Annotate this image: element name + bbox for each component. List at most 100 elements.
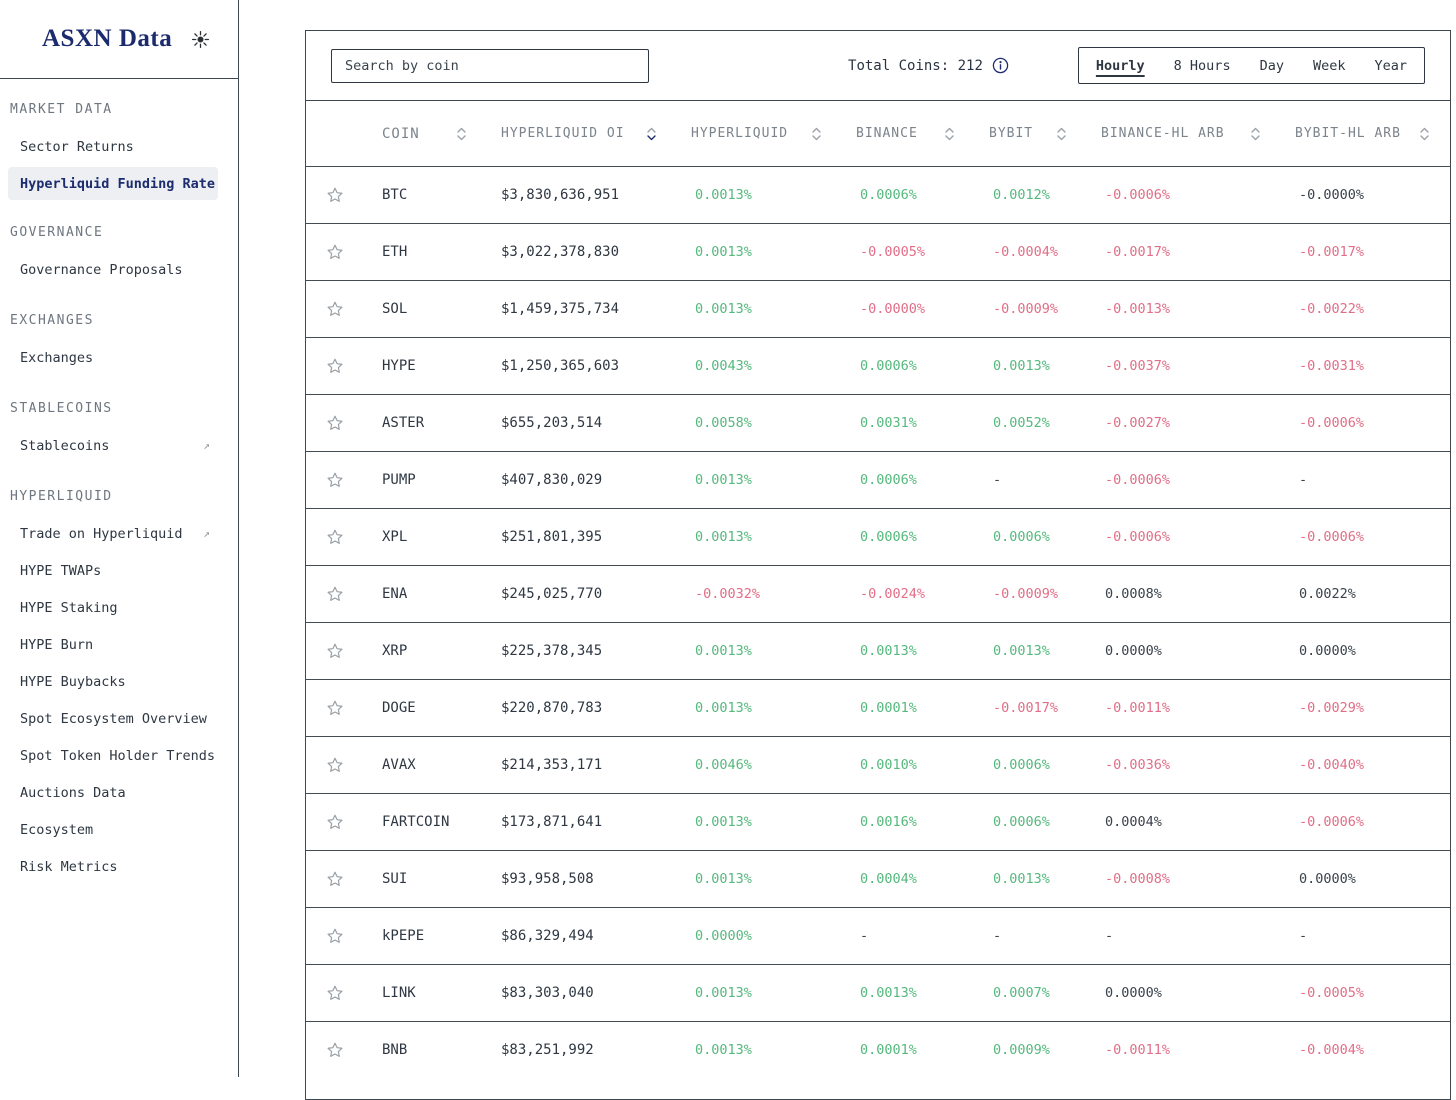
sidebar-item-label: Ecosystem xyxy=(20,821,94,838)
header-cell-hyperliquid: HYPERLIQUID xyxy=(691,101,856,166)
info-icon[interactable] xyxy=(992,57,1009,74)
table-row-pump: PUMP $407,830,029 0.0013% 0.0006% - -0.0006% - xyxy=(306,451,1450,508)
search-input[interactable] xyxy=(331,48,649,83)
tab-day[interactable]: Day xyxy=(1259,57,1284,74)
binance-hl-arb: -0.0011% xyxy=(1105,700,1171,716)
sidebar-item-ecosystem[interactable]: Ecosystem xyxy=(0,811,238,848)
column-label: HYPERLIQUID OI xyxy=(501,126,625,141)
sidebar-section-title: STABLECOINS xyxy=(10,401,113,416)
bybit-rate: 0.0006% xyxy=(993,814,1050,830)
star-icon[interactable] xyxy=(326,756,344,774)
favorite-cell xyxy=(306,851,361,907)
binance-rate: 0.0031% xyxy=(860,415,917,431)
bybit-hl-arb: - xyxy=(1299,472,1308,488)
favorite-cell xyxy=(306,224,361,280)
bybit-rate: 0.0006% xyxy=(993,529,1050,545)
sidebar-item-hyperliquid-funding-rate[interactable]: Hyperliquid Funding Rate xyxy=(8,167,218,200)
theme-toggle-sun-icon[interactable] xyxy=(191,30,210,49)
bybit-rate: -0.0017% xyxy=(993,700,1059,716)
binance-hl-arb: 0.0008% xyxy=(1105,586,1162,602)
binance-rate: 0.0001% xyxy=(860,700,917,716)
sidebar-item-governance-proposals[interactable]: Governance Proposals xyxy=(0,251,238,288)
table-row-avax: AVAX $214,353,171 0.0046% 0.0010% 0.0006% -0.… xyxy=(306,736,1450,793)
binance-rate: -0.0000% xyxy=(860,301,926,317)
external-link-arrow-icon: ↗ xyxy=(203,527,210,540)
coin-ticker: ETH xyxy=(382,244,408,260)
sidebar-item-hype-staking[interactable]: HYPE Staking xyxy=(0,589,238,626)
open-interest-value: $1,250,365,603 xyxy=(501,358,620,374)
star-icon[interactable] xyxy=(326,243,344,261)
star-icon[interactable] xyxy=(326,984,344,1002)
star-icon[interactable] xyxy=(326,186,344,204)
sidebar-item-label: Governance Proposals xyxy=(20,261,183,278)
sidebar-item-label: Sector Returns xyxy=(20,138,134,155)
open-interest-value: $3,830,636,951 xyxy=(501,187,620,203)
sidebar-item-spot-token-holder-trends[interactable]: Spot Token Holder Trends xyxy=(0,737,238,774)
sidebar-item-stablecoins[interactable]: Stablecoins ↗ xyxy=(0,427,238,464)
binance-rate: 0.0006% xyxy=(860,529,917,545)
star-icon[interactable] xyxy=(326,414,344,432)
sidebar-item-label: Exchanges xyxy=(20,349,94,366)
sort-chevrons-icon[interactable] xyxy=(1419,126,1430,142)
sidebar-item-hype-burn[interactable]: HYPE Burn xyxy=(0,626,238,663)
star-icon[interactable] xyxy=(326,471,344,489)
sidebar-item-hype-buybacks[interactable]: HYPE Buybacks xyxy=(0,663,238,700)
tab-week[interactable]: Week xyxy=(1312,57,1346,74)
tab-8-hours[interactable]: 8 Hours xyxy=(1173,57,1231,74)
hyperliquid-rate: 0.0013% xyxy=(695,985,752,1001)
open-interest-value: $86,329,494 xyxy=(501,928,594,944)
sidebar-item-label: Risk Metrics xyxy=(20,858,118,875)
favorite-cell xyxy=(306,965,361,1021)
sort-chevrons-icon[interactable] xyxy=(944,126,955,142)
total-coins-label: Total Coins: 212 xyxy=(848,57,983,74)
star-icon[interactable] xyxy=(326,1041,344,1059)
sidebar-nav: MARKET DATA Sector Returns Hyperliquid Fun… xyxy=(0,79,238,885)
bybit-rate: 0.0013% xyxy=(993,871,1050,887)
table-row-xrp: XRP $225,378,345 0.0013% 0.0013% 0.0013% 0.00… xyxy=(306,622,1450,679)
sort-chevrons-icon[interactable] xyxy=(1056,126,1067,142)
time-range-tabs: Hourly 8 Hours Day Week Year xyxy=(1077,47,1425,84)
favorite-cell xyxy=(306,167,361,223)
sort-chevrons-icon[interactable] xyxy=(811,126,822,142)
tab-hourly[interactable]: Hourly xyxy=(1095,57,1145,74)
star-icon[interactable] xyxy=(326,357,344,375)
sidebar-item-label: Auctions Data xyxy=(20,784,126,801)
sidebar-item-auctions-data[interactable]: Auctions Data xyxy=(0,774,238,811)
tab-year[interactable]: Year xyxy=(1374,57,1407,74)
binance-hl-arb: -0.0013% xyxy=(1105,301,1171,317)
star-icon[interactable] xyxy=(326,699,344,717)
coin-ticker: HYPE xyxy=(382,358,416,374)
sidebar-item-risk-metrics[interactable]: Risk Metrics xyxy=(0,848,238,885)
star-icon[interactable] xyxy=(326,870,344,888)
column-label: BYBIT-HL ARB xyxy=(1295,126,1401,141)
star-icon[interactable] xyxy=(326,300,344,318)
sidebar-item-trade-on-hyperliquid[interactable]: Trade on Hyperliquid ↗ xyxy=(0,515,238,552)
binance-rate: 0.0006% xyxy=(860,187,917,203)
bybit-rate: 0.0012% xyxy=(993,187,1050,203)
star-icon[interactable] xyxy=(326,927,344,945)
coin-ticker: XRP xyxy=(382,643,408,659)
star-icon[interactable] xyxy=(326,642,344,660)
favorite-cell xyxy=(306,452,361,508)
open-interest-value: $83,251,992 xyxy=(501,1042,594,1058)
bybit-hl-arb: 0.0000% xyxy=(1299,871,1356,887)
star-icon[interactable] xyxy=(326,528,344,546)
bybit-hl-arb: -0.0000% xyxy=(1299,187,1365,203)
sidebar-item-sector-returns[interactable]: Sector Returns xyxy=(0,128,238,165)
hyperliquid-rate: -0.0032% xyxy=(695,586,761,602)
bybit-hl-arb: -0.0022% xyxy=(1299,301,1365,317)
star-icon[interactable] xyxy=(326,813,344,831)
coin-ticker: AVAX xyxy=(382,757,416,773)
open-interest-value: $225,378,345 xyxy=(501,643,603,659)
star-icon[interactable] xyxy=(326,585,344,603)
sidebar-item-exchanges[interactable]: Exchanges xyxy=(0,339,238,376)
sidebar-section-stablecoins: STABLECOINS Stablecoins ↗ xyxy=(0,390,238,464)
sort-chevrons-icon[interactable] xyxy=(646,126,657,142)
sidebar-item-spot-ecosystem-overview[interactable]: Spot Ecosystem Overview xyxy=(0,700,238,737)
open-interest-value: $83,303,040 xyxy=(501,985,594,1001)
hyperliquid-rate: 0.0000% xyxy=(695,928,752,944)
sort-chevrons-icon[interactable] xyxy=(1250,126,1261,142)
sort-chevrons-icon[interactable] xyxy=(456,126,467,142)
sidebar-item-hype-twaps[interactable]: HYPE TWAPs xyxy=(0,552,238,589)
bybit-hl-arb: -0.0005% xyxy=(1299,985,1365,1001)
